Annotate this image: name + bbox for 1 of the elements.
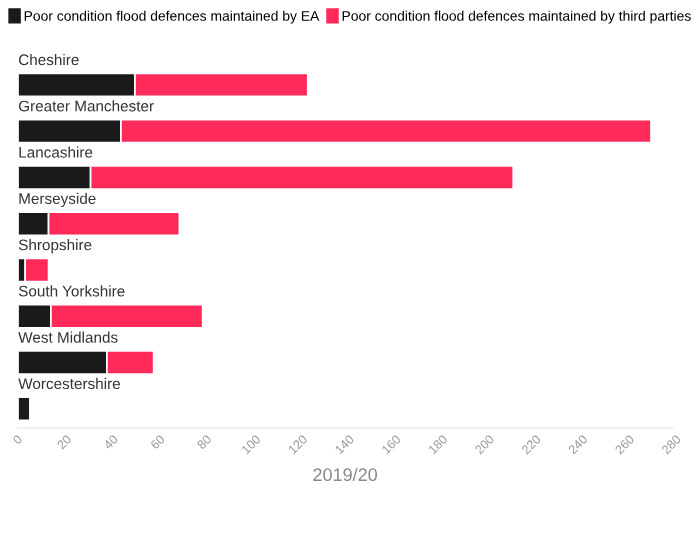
x-axis-title: 2019/20 (313, 467, 378, 482)
